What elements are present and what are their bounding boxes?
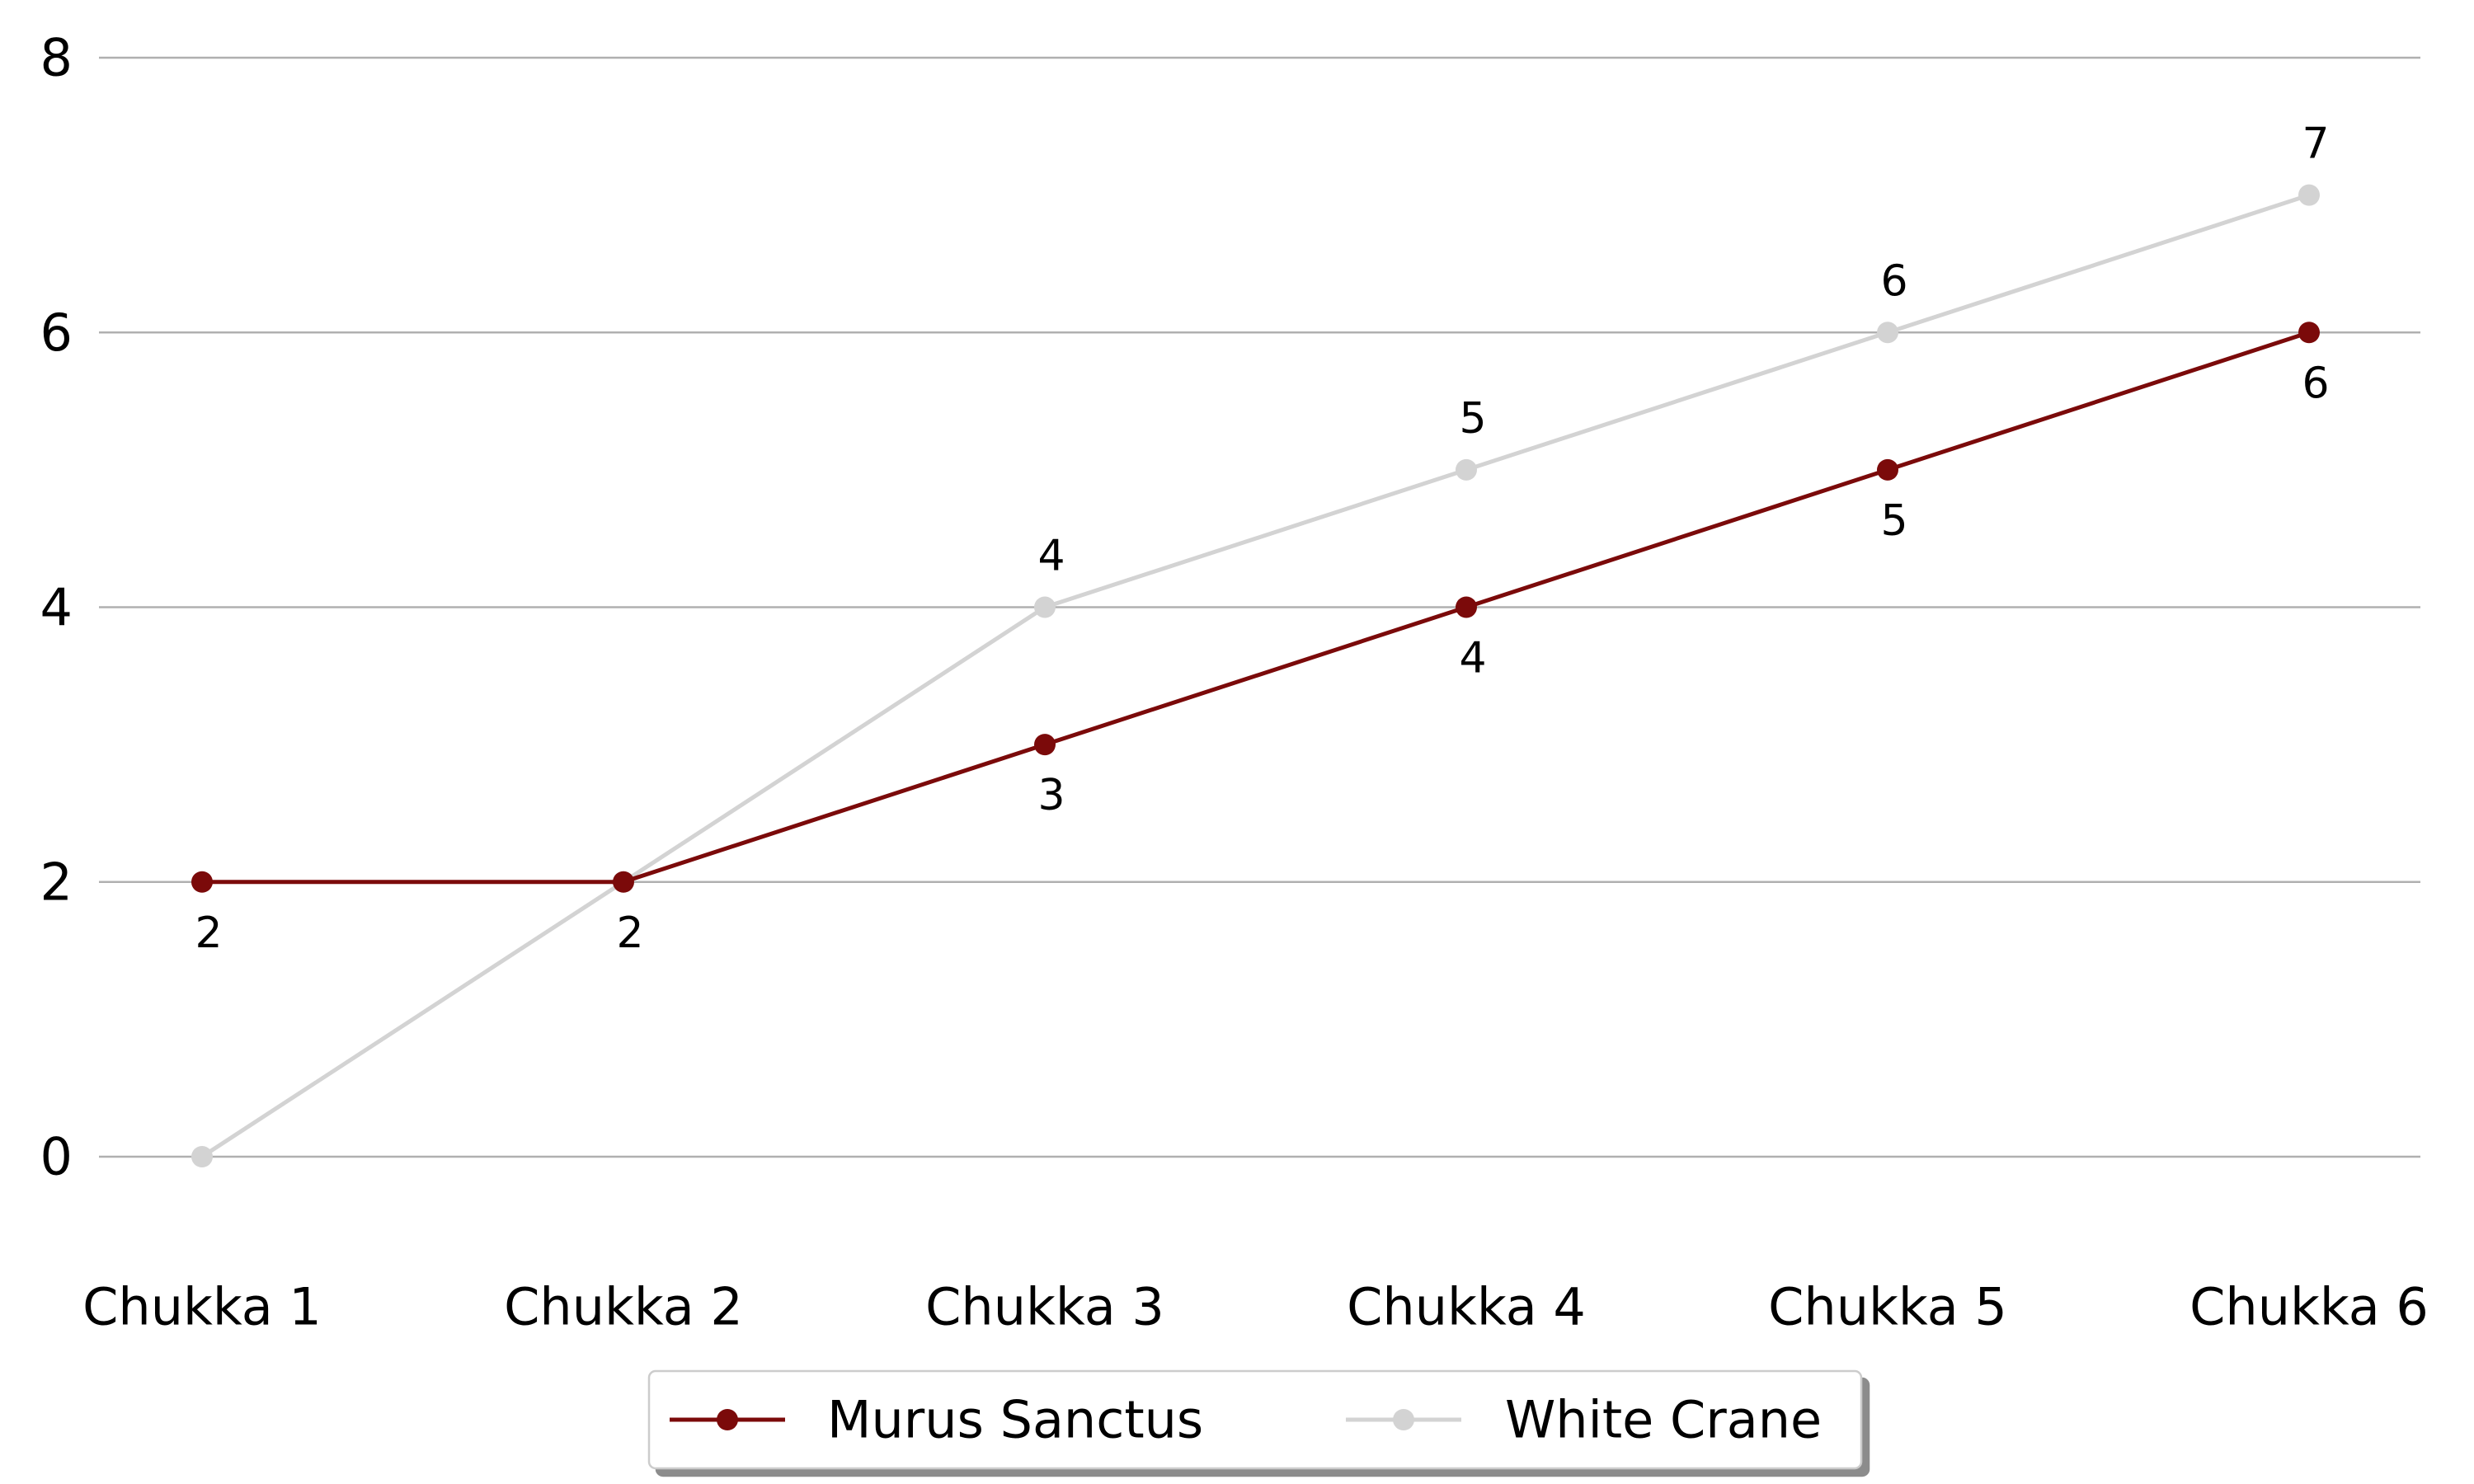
data-label-murus-sanctus-2: 2 [616, 909, 643, 958]
x-tick-label-1: Chukka 1 [82, 1277, 322, 1337]
data-label-murus-sanctus-6: 6 [2302, 359, 2329, 408]
data-point-murus-sanctus-3 [1034, 734, 1056, 756]
legend-label-murus-sanctus: Murus Sanctus [827, 1390, 1203, 1450]
y-tick-label-6: 6 [40, 303, 73, 363]
data-point-white-crane-1 [191, 1146, 213, 1167]
data-label-murus-sanctus-4: 4 [1459, 634, 1486, 683]
data-point-white-crane-5 [1877, 322, 1898, 344]
x-tick-label-6: Chukka 6 [2189, 1277, 2429, 1337]
data-label-white-crane-4: 5 [1459, 394, 1486, 444]
data-label-murus-sanctus-1: 2 [195, 909, 222, 958]
legend-item-murus-sanctus: Murus Sanctus [670, 1390, 1203, 1450]
legend: Murus Sanctus White Crane [647, 1369, 1863, 1470]
data-label-murus-sanctus-3: 3 [1037, 771, 1065, 820]
grid-lines [99, 56, 2420, 1158]
data-label-white-crane-5: 6 [1880, 256, 1907, 306]
data-point-white-crane-6 [2298, 184, 2320, 206]
legend-label-white-crane: White Crane [1505, 1390, 1822, 1450]
data-point-murus-sanctus-4 [1456, 596, 1477, 618]
data-point-murus-sanctus-5 [1877, 458, 1898, 481]
data-label-white-crane-3: 4 [1037, 532, 1065, 581]
y-tick-label-2: 2 [40, 852, 73, 912]
legend-marker-white-crane [1393, 1409, 1414, 1430]
y-axis: 0 2 4 6 8 [40, 28, 73, 1187]
series-murus-sanctus: 2 2 3 4 5 6 [191, 322, 2330, 958]
data-point-white-crane-3 [1034, 596, 1056, 618]
legend-box [647, 1369, 1863, 1470]
x-tick-label-3: Chukka 3 [925, 1277, 1164, 1337]
data-label-white-crane-6: 7 [2302, 120, 2329, 169]
series-line-white-crane [200, 193, 2310, 1159]
data-point-murus-sanctus-6 [2298, 322, 2320, 344]
legend-marker-murus-sanctus [717, 1409, 738, 1430]
x-tick-label-5: Chukka 5 [1768, 1277, 2007, 1337]
data-point-murus-sanctus-1 [191, 871, 213, 893]
x-axis: Chukka 1 Chukka 2 Chukka 3 Chukka 4 Chukka 5… [82, 1277, 2429, 1337]
data-label-murus-sanctus-5: 5 [1880, 496, 1907, 546]
x-tick-label-2: Chukka 2 [504, 1277, 743, 1337]
series-group: 4 5 6 7 2 2 3 4 5 6 [191, 120, 2330, 1167]
x-tick-label-4: Chukka 4 [1347, 1277, 1586, 1337]
series-line-murus-sanctus [202, 330, 2310, 885]
data-point-murus-sanctus-2 [613, 871, 634, 893]
y-tick-label-0: 0 [40, 1127, 73, 1187]
data-point-white-crane-4 [1456, 458, 1477, 481]
series-white-crane: 4 5 6 7 [191, 120, 2330, 1167]
legend-item-white-crane: White Crane [1346, 1390, 1822, 1450]
y-tick-label-4: 4 [40, 577, 73, 637]
y-tick-label-8: 8 [40, 28, 73, 88]
